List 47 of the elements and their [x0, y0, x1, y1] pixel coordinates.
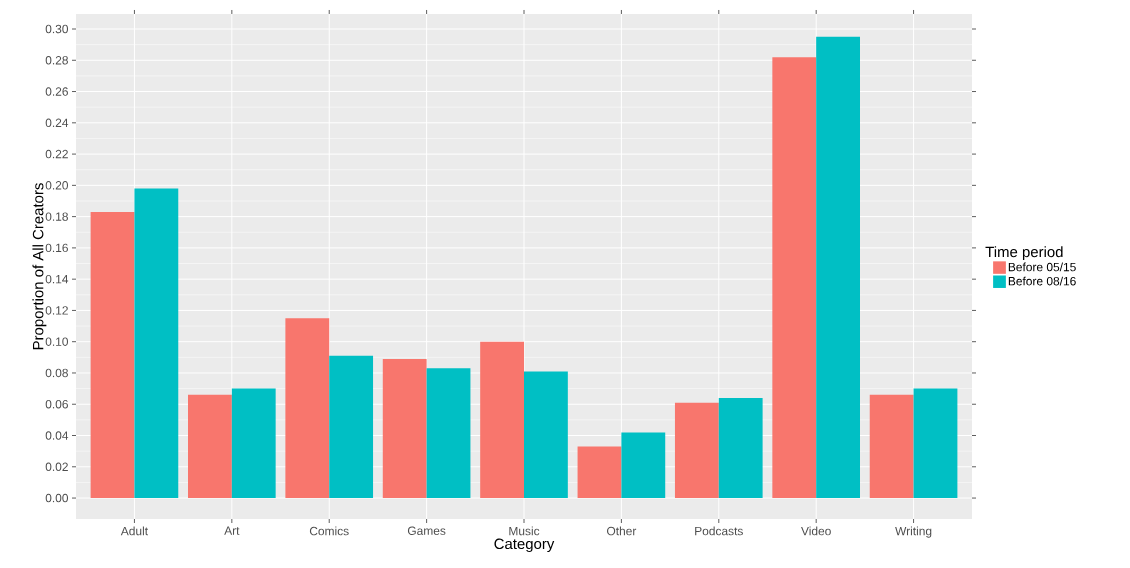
y-tick-label: 0.24: [45, 118, 69, 128]
bar: [329, 355, 374, 499]
bar: [188, 394, 232, 499]
y-tick-label: 0.28: [45, 56, 68, 65]
bar: [674, 402, 719, 499]
y-tick-label: 0.08: [45, 368, 68, 378]
y-tick-label: 0.04: [45, 431, 69, 440]
x-tick-label: Other: [607, 526, 637, 536]
y-tick-label: 0.18: [45, 212, 68, 221]
y-tick-label: 0.06: [45, 400, 68, 409]
bar: [524, 371, 568, 499]
bar: [90, 211, 135, 499]
y-tick-label: 0.12: [45, 306, 68, 315]
legend-title: Time period: [985, 246, 1063, 261]
y-tick-label: 0.16: [45, 243, 68, 253]
bar: [285, 318, 330, 499]
y-tick-label: 0.30: [45, 24, 69, 34]
x-tick-label: Art: [224, 526, 240, 535]
bar: [577, 446, 622, 499]
x-tick-label: Podcasts: [695, 526, 743, 536]
bar: [816, 36, 860, 499]
y-tick-label: 0.00: [45, 493, 69, 503]
bar: [772, 57, 817, 499]
y-tick-label: 0.26: [45, 87, 68, 96]
legend-label: Before 05/15: [1008, 262, 1076, 272]
bar: [869, 394, 914, 499]
x-tick-label: Music: [509, 526, 540, 536]
y-tick-label: 0.10: [45, 337, 69, 346]
x-tick-label: Video: [801, 526, 831, 536]
x-axis-title: Category: [494, 538, 555, 553]
x-tick-label: Games: [407, 526, 446, 535]
bar: [480, 341, 524, 499]
bar: [426, 368, 471, 499]
x-tick-label: Writing: [895, 526, 932, 538]
y-tick-label: 0.22: [45, 149, 68, 159]
y-tick-label: 0.02: [45, 462, 68, 471]
bar: [231, 388, 276, 499]
legend-label: Before 08/16: [1008, 276, 1076, 286]
bar: [718, 397, 763, 499]
bar: [134, 188, 179, 499]
x-tick-label: Adult: [120, 526, 148, 536]
bar: [913, 388, 958, 499]
bar: [382, 358, 427, 499]
y-tick-label: 0.20: [45, 181, 69, 190]
bar: [621, 432, 666, 499]
x-tick-label: Comics: [309, 526, 349, 536]
y-tick-label: 0.14: [45, 274, 69, 284]
